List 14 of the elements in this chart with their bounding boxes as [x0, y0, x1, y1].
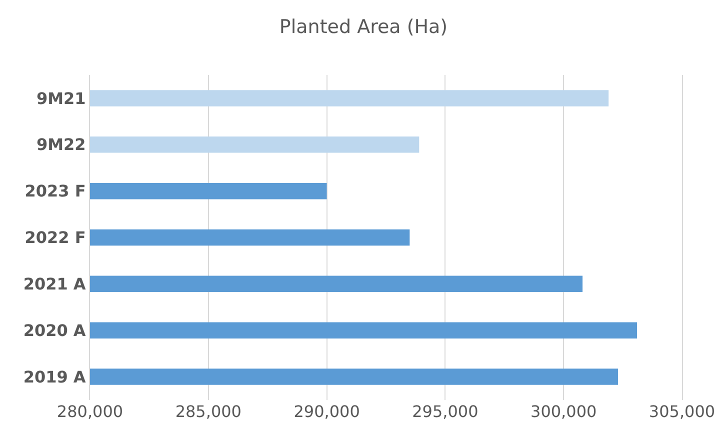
y-tick-label: 9M21: [36, 88, 86, 108]
x-tick-label: 280,000: [56, 402, 124, 421]
y-tick-label: 2019 A: [23, 367, 86, 386]
x-tick-label: 305,000: [648, 402, 716, 421]
x-tick-label: 290,000: [294, 402, 360, 421]
chart-title: Planted Area (Ha): [279, 16, 448, 38]
y-tick-label: 2021 A: [23, 274, 86, 294]
x-tick-label: 285,000: [175, 402, 242, 421]
y-tick-label: 2020 A: [23, 320, 86, 340]
y-tick-label: 2022 F: [24, 228, 86, 248]
y-tick-label: 2023 F: [24, 182, 86, 201]
x-tick-label: 295,000: [412, 402, 478, 421]
x-tick-label: 300,000: [530, 402, 597, 421]
y-tick-label: 9M22: [36, 135, 86, 154]
